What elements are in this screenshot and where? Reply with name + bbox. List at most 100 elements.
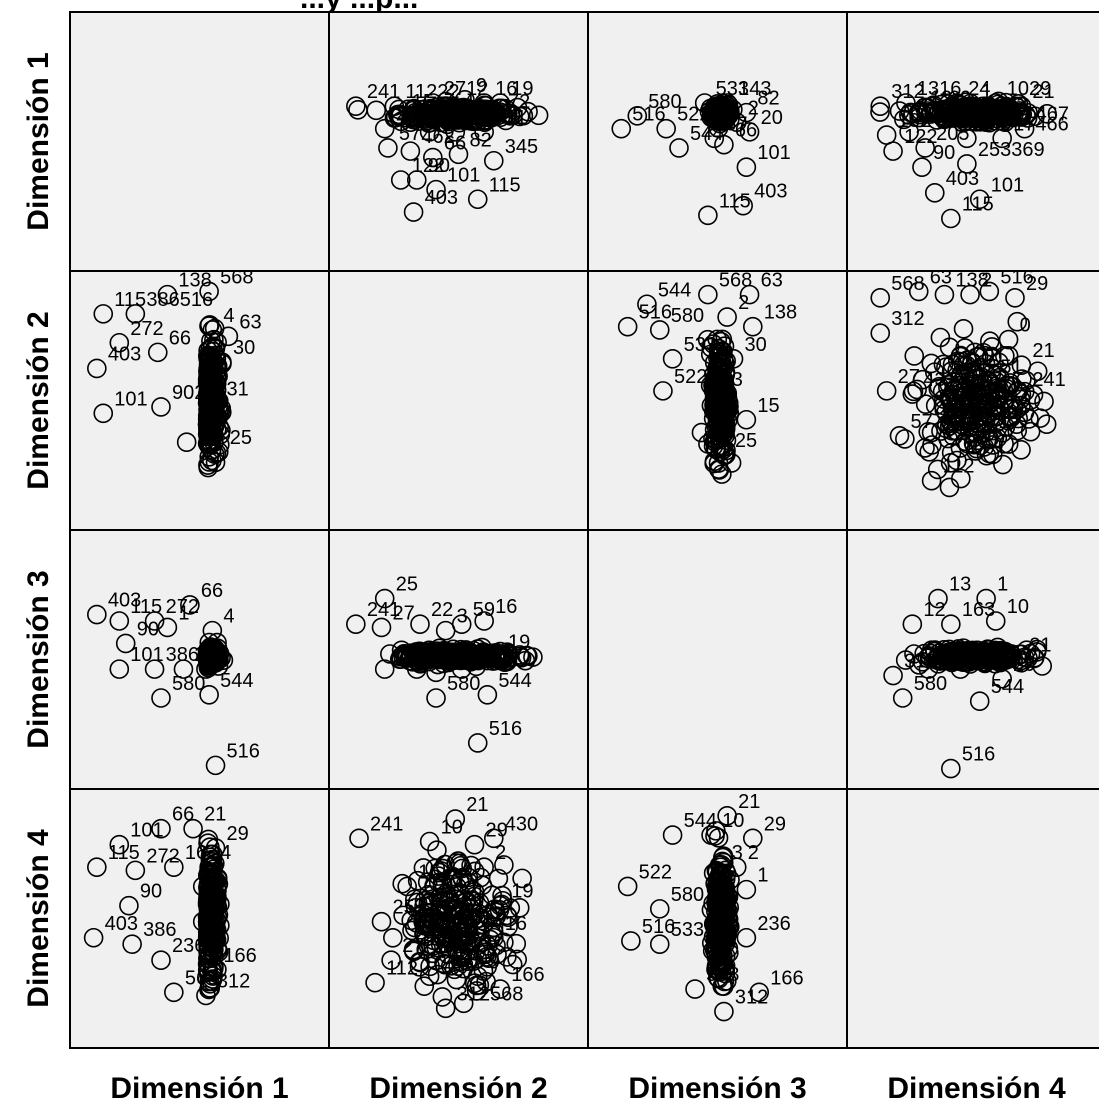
point-580 [151, 688, 171, 708]
cloud-point [1032, 656, 1053, 676]
point-21 [1011, 355, 1032, 376]
point-27 [371, 617, 392, 638]
cloud-point [924, 362, 945, 382]
cloud-point [404, 941, 424, 962]
point-9027 [151, 397, 171, 417]
point-label: 143 [738, 78, 771, 100]
cloud-point [433, 645, 453, 666]
point-label: 533 [684, 334, 717, 356]
point-label: 312568 [457, 983, 524, 1005]
cloud-point [207, 332, 227, 353]
cloud-point [528, 105, 549, 126]
point-label: 12 [923, 599, 945, 621]
point-label: 580 [671, 884, 704, 906]
point-135 [957, 128, 977, 149]
cloud-point [953, 319, 974, 339]
column-label-3: Dimensión 3 [628, 1072, 806, 1101]
cloud-point [697, 329, 718, 350]
point-label: 241 [367, 599, 400, 621]
point-label: 30 [233, 337, 255, 359]
point-label: 25 [396, 104, 418, 126]
point-411 [474, 122, 494, 142]
point-115 [93, 304, 114, 324]
cloud-point [433, 901, 454, 922]
point-label: 580 [648, 91, 681, 113]
cloud-point [447, 646, 468, 666]
point-112 [365, 972, 385, 993]
point-87 [966, 438, 987, 459]
point-label: 4 [473, 644, 484, 666]
point-label: 516 [227, 740, 260, 762]
point-label: 430 [505, 813, 538, 835]
point-143 [717, 93, 737, 113]
cloud-point [929, 376, 950, 397]
point-label: 205 [936, 123, 969, 145]
diagonal-panel-2 [328, 270, 589, 531]
point-57 [889, 425, 910, 446]
point-580 [627, 106, 648, 126]
point-1316 [896, 93, 916, 113]
point-386516 [125, 304, 146, 324]
point-19 [487, 646, 507, 667]
cloud-point [461, 880, 482, 900]
point-386 [144, 659, 165, 679]
point-label: 21 [1032, 81, 1054, 103]
cloud-point [205, 452, 226, 473]
point-241 [1011, 384, 1032, 404]
cloud-point [494, 648, 515, 668]
point-label: 516 [639, 302, 672, 324]
cloud-point [988, 91, 1009, 112]
point-label: 15 [428, 644, 450, 666]
cloud-point [982, 358, 1003, 379]
point-166 [749, 982, 770, 1003]
cloud-point [936, 357, 956, 377]
cloud-point [712, 905, 732, 925]
point-57 [899, 122, 919, 142]
point-2 [726, 857, 747, 877]
point-label: 25 [393, 897, 415, 919]
point-label: 4 [223, 606, 234, 628]
point-label: 90 [933, 142, 955, 164]
cloud-point [994, 434, 1014, 454]
cloud-point [507, 949, 528, 970]
point-label: 29 [764, 813, 786, 835]
point-label: 10 [441, 817, 463, 839]
row-label-3: Dimensión 3 [22, 570, 55, 748]
point-22 [410, 614, 430, 635]
cloud-point [710, 372, 731, 392]
point-label: 101 [114, 388, 147, 410]
cloud-point [204, 329, 224, 350]
point-15 [390, 106, 411, 126]
cloud-point [498, 916, 518, 937]
point-label: 115 [130, 596, 162, 618]
point-label: 467 [1036, 104, 1069, 126]
point-27 [691, 422, 712, 443]
cloud-point [389, 649, 410, 670]
point-label: 19 [511, 78, 533, 100]
point-3 [196, 659, 216, 679]
cloud-point [1007, 311, 1028, 332]
point-21 [1011, 96, 1032, 117]
point-label: 312 [735, 987, 768, 1009]
point-label: 1029 [1007, 78, 1052, 100]
point-label: 522 [674, 366, 707, 388]
point-90 [406, 170, 427, 190]
point-label: 568 [719, 270, 752, 292]
point-label: 16 [185, 842, 207, 864]
point-label: 15 [757, 395, 779, 417]
cloud-point [719, 943, 739, 963]
point-15 [736, 409, 757, 430]
point-label: 57 [920, 107, 942, 129]
point-1 [960, 96, 980, 117]
point-29 [742, 828, 763, 849]
point-312 [196, 985, 216, 1006]
point-label: 115 [719, 190, 751, 212]
point-122 [883, 141, 903, 161]
point-253369 [957, 154, 977, 174]
cloud-point [898, 105, 919, 125]
point-label: 241 [1032, 369, 1065, 391]
point-label: 21 [1032, 340, 1054, 362]
point-122 [390, 170, 411, 190]
cloud-point [500, 898, 521, 918]
